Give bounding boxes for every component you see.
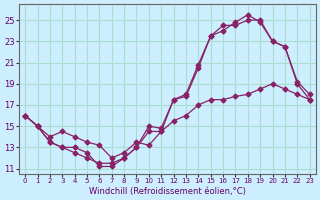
X-axis label: Windchill (Refroidissement éolien,°C): Windchill (Refroidissement éolien,°C) — [89, 187, 246, 196]
